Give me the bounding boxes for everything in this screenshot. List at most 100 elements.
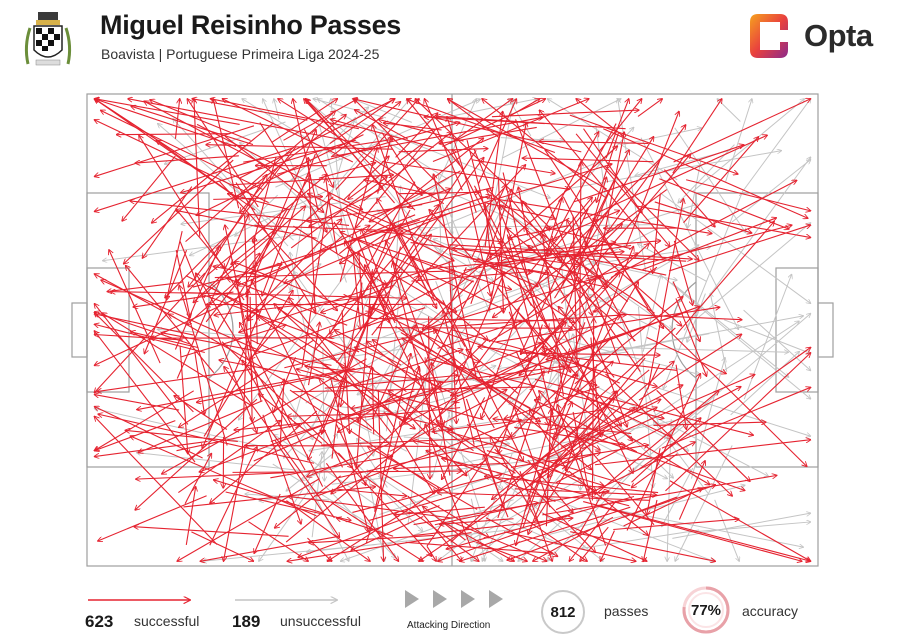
successful-pass-arrow — [330, 119, 434, 148]
right-six-yard-box — [775, 267, 819, 393]
successful-pass-arrow — [309, 187, 384, 227]
unsuccessful-pass-arrow — [391, 283, 442, 317]
successful-pass-arrow — [400, 264, 487, 426]
unsuccessful-pass-arrow — [366, 469, 384, 561]
successful-pass-arrow — [130, 201, 350, 226]
successful-pass-arrow — [539, 110, 664, 259]
successful-pass-arrow — [513, 244, 649, 369]
successful-pass-arrow — [358, 246, 402, 423]
successful-pass-arrow — [330, 117, 543, 158]
successful-pass-arrow — [174, 245, 220, 350]
successful-pass-arrow — [613, 519, 739, 531]
successful-pass-arrow — [522, 158, 654, 163]
successful-pass-arrow — [527, 197, 592, 276]
successful-pass-arrow — [665, 353, 810, 492]
successful-pass-arrow — [488, 122, 527, 312]
accuracy-label: accuracy — [742, 603, 799, 619]
successful-pass-arrow — [183, 487, 375, 508]
unsuccessful-pass-arrow — [431, 173, 452, 237]
successful-pass-arrow — [385, 157, 484, 289]
chart-header: Miguel Reisinho Passes Boavista | Portug… — [0, 0, 900, 80]
unsuccessful-pass-arrow — [440, 188, 517, 222]
successful-pass-arrow — [374, 353, 411, 512]
left-six-yard-box — [86, 267, 130, 393]
successful-pass-arrow — [492, 369, 650, 500]
successful-pass-arrow — [278, 99, 445, 205]
successful-pass-arrow — [605, 373, 732, 496]
unsuccessful-pass-arrow — [547, 99, 678, 181]
successful-pass-arrow — [626, 374, 700, 531]
unsuccessful-pass-arrow — [456, 370, 667, 479]
successful-pass-arrow — [290, 177, 387, 249]
successful-pass-arrow — [556, 322, 586, 403]
successful-pass-arrow — [631, 453, 678, 488]
unsuccessful-pass-arrow — [274, 434, 377, 506]
unsuccessful-pass-arrow — [278, 384, 313, 440]
successful-pass-arrow — [125, 430, 238, 442]
unsuccessful-pass-arrow — [484, 195, 672, 330]
successful-pass-arrow — [234, 115, 346, 201]
successful-pass-arrow — [185, 275, 259, 312]
successful-pass-arrow — [514, 488, 657, 495]
successful-pass-arrow — [503, 531, 636, 562]
unsuccessful-pass-arrow — [730, 351, 800, 416]
successful-pass-arrow — [510, 445, 649, 468]
successful-pass-arrow — [600, 530, 615, 562]
successful-pass-arrow — [378, 299, 443, 431]
successful-pass-arrow — [500, 205, 623, 318]
successful-pass-arrow — [488, 272, 620, 420]
successful-pass-arrow — [209, 447, 257, 546]
successful-pass-arrow — [339, 349, 463, 390]
successful-pass-arrow — [492, 189, 668, 318]
successful-pass-arrow — [209, 286, 347, 368]
passes-count: 812 — [541, 590, 585, 634]
unsuccessful-pass-arrow — [433, 239, 570, 297]
unsuccessful-pass-arrow — [403, 436, 510, 444]
successful-pass-arrow — [514, 406, 551, 508]
unsuccessful-pass-arrow — [637, 244, 707, 282]
successful-pass-arrow — [605, 99, 629, 159]
successful-pass-arrow — [432, 409, 600, 431]
successful-pass-arrow — [250, 296, 252, 422]
unsuccessful-pass-arrow — [615, 422, 673, 478]
successful-pass-arrow — [400, 332, 600, 450]
successful-legend-arrow — [88, 590, 196, 610]
unsuccessful-legend-arrow — [235, 590, 343, 610]
successful-pass-arrow — [94, 440, 208, 456]
unsuccessful-pass-arrow — [589, 295, 658, 330]
successful-pass-arrow — [203, 290, 293, 437]
successful-pass-arrow — [497, 177, 503, 313]
successful-pass-arrow — [508, 225, 569, 238]
successful-pass-arrow — [187, 196, 334, 325]
successful-pass-arrow — [631, 418, 701, 483]
successful-pass-arrow — [429, 358, 664, 418]
successful-count: 623 — [85, 612, 114, 631]
successful-pass-arrow — [351, 364, 586, 409]
successful-pass-arrow — [321, 284, 394, 312]
successful-pass-arrow — [136, 471, 295, 479]
successful-pass-arrow — [437, 493, 650, 501]
successful-pass-arrow — [604, 165, 699, 260]
successful-pass-arrow — [223, 446, 246, 561]
successful-pass-arrow — [133, 291, 234, 307]
successful-pass-arrow — [434, 329, 495, 429]
successful-pass-arrow — [176, 215, 248, 379]
successful-pass-arrow — [365, 265, 396, 324]
chart-title: Miguel Reisinho Passes — [100, 10, 401, 40]
successful-pass-arrow — [637, 99, 662, 117]
successful-pass-arrow — [486, 450, 604, 486]
successful-pass-arrow — [485, 517, 558, 557]
unsuccessful-pass-arrow — [731, 160, 810, 223]
successful-pass-arrow — [449, 99, 513, 145]
successful-pass-arrow — [663, 169, 715, 227]
successful-pass-arrow — [253, 431, 325, 462]
unsuccessful-pass-arrow — [469, 479, 581, 541]
successful-pass-arrow — [678, 461, 705, 520]
successful-pass-arrow — [552, 123, 617, 242]
unsuccessful-pass-arrow — [338, 415, 407, 452]
successful-pass-arrow — [555, 387, 741, 483]
successful-pass-arrow — [377, 199, 466, 347]
successful-pass-arrow — [524, 227, 584, 329]
unsuccessful-pass-arrow — [482, 486, 518, 561]
